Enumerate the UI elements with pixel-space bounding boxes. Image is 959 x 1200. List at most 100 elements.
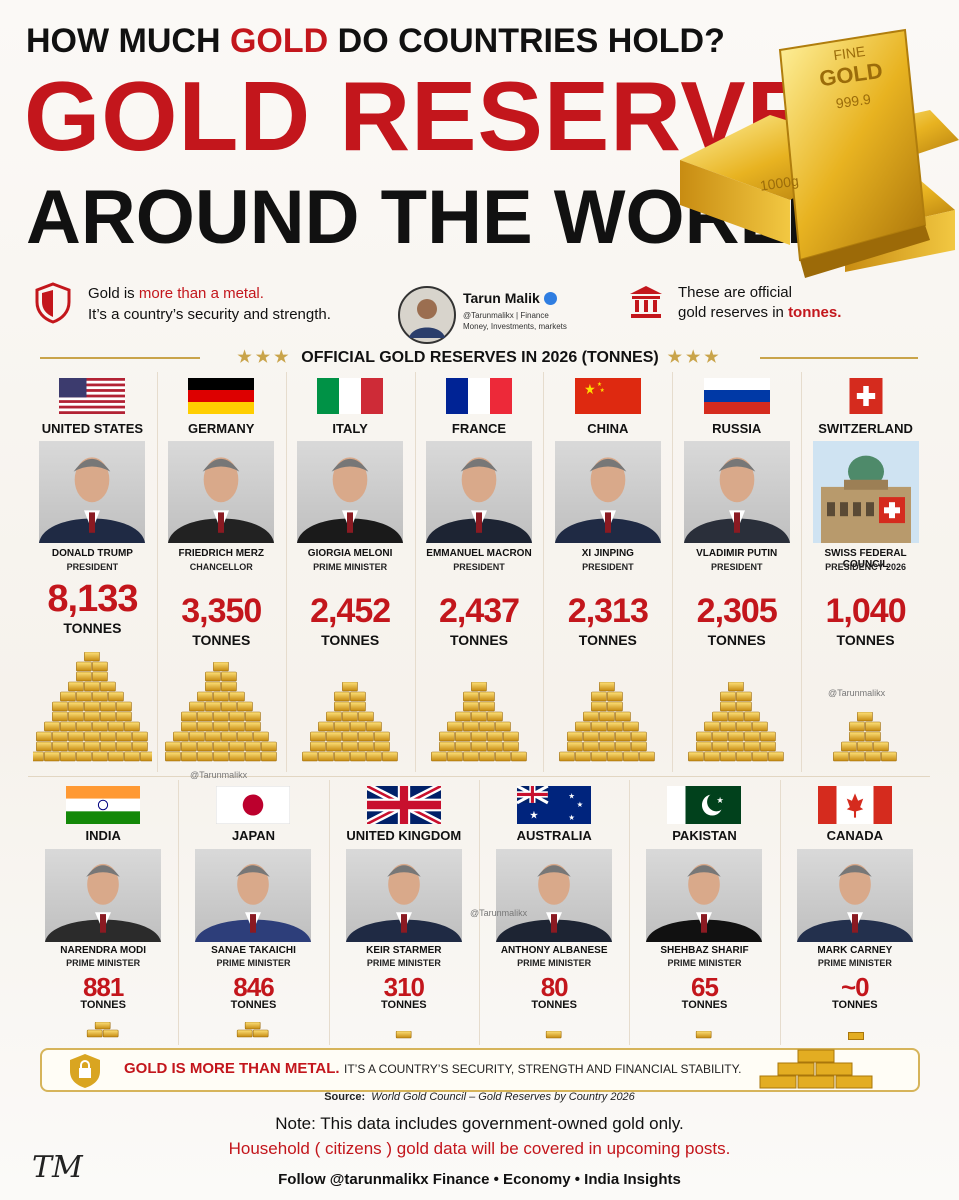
- leader-name: MARK CARNEY: [817, 945, 893, 956]
- leader-name: SWISS FEDERAL COUNCIL: [824, 548, 907, 570]
- country-card: ITALY GIORGIA MELONI PRIME MINISTER 2,452 TO…: [286, 372, 416, 772]
- bar-fine: FINE: [832, 43, 866, 63]
- bank-icon: [630, 286, 662, 318]
- reserve-value: 8,133: [47, 578, 138, 620]
- reserve-unit: TONNES: [681, 999, 728, 1011]
- info-right-text: These are official: [678, 284, 792, 301]
- gold-pyramid: [183, 1021, 323, 1047]
- reserve-value: 2,452: [310, 592, 391, 630]
- section-title: OFFICIAL GOLD RESERVES IN 2026 (TONNES): [301, 349, 659, 366]
- author-name: Tarun Malik: [463, 290, 557, 306]
- country-card: ★ PAKISTAN SHEHBAZ SHARIF PRIME MINISTER 65 T…: [629, 780, 781, 1045]
- leader-photo: [39, 441, 146, 543]
- leader-photo: [45, 849, 162, 942]
- svg-text:★: ★: [584, 381, 595, 397]
- reserve-value: 2,313: [567, 592, 649, 630]
- flag: [317, 378, 384, 414]
- reserve-unit: TONNES: [381, 999, 427, 1011]
- country-name: GERMANY: [188, 421, 255, 436]
- country-name: SWITZERLAND: [818, 421, 913, 436]
- leader-photo: [554, 441, 661, 543]
- country-name: JAPAN: [231, 828, 276, 843]
- gold-pyramid: [162, 661, 281, 771]
- leader-photo: [796, 849, 913, 942]
- shield-icon: [35, 282, 71, 324]
- country-name: AUSTRALIA: [516, 828, 592, 843]
- svg-text:★: ★: [569, 792, 575, 801]
- flag: [817, 786, 892, 824]
- svg-text:★: ★: [597, 381, 602, 388]
- gold-pyramid: [806, 711, 925, 771]
- watermark: @Tarunmalikx: [470, 908, 528, 918]
- reserve-unit: TONNES: [836, 632, 895, 648]
- gold-bars-art: FINE GOLD 999.9 1000g: [680, 28, 959, 278]
- info-right-text2: gold reserves in: [678, 304, 784, 321]
- reserve-value: 310: [383, 972, 425, 1002]
- verified-badge: [543, 292, 557, 305]
- leader-role: CHANCELLOR: [189, 562, 253, 572]
- reserve-value: ~0: [840, 972, 870, 1002]
- reserve-unit: TONNES: [192, 632, 251, 648]
- country-card: ★ ★ ★ ★ AUSTRALIA ANTHONY ALBANESE PRIME MINIS…: [479, 780, 631, 1045]
- gold-bar-small: [847, 1032, 864, 1040]
- leader-role: PRIME MINISTER: [517, 958, 592, 968]
- stars: ★★★: [667, 349, 723, 366]
- bar-weight: 1000g: [759, 172, 800, 193]
- signature: TM: [32, 1150, 83, 1185]
- info-left-highlight: more than a metal.: [138, 285, 264, 302]
- reserve-unit: TONNES: [321, 632, 380, 648]
- country-card: SWITZERLAND SWISS FEDERAL COUNCIL PRESIDEN…: [801, 372, 930, 772]
- section-title-row: ★★★ OFFICIAL GOLD RESERVES IN 2026 (TONN…: [200, 347, 760, 367]
- reserve-unit: TONNES: [531, 999, 577, 1011]
- leader-photo: [168, 441, 275, 543]
- reserve-value: 80: [540, 972, 569, 1002]
- reserve-value: 65: [691, 972, 719, 1002]
- source: Source: World Gold Council – Gold Reserv…: [0, 1091, 959, 1103]
- gold-pyramid: [33, 1021, 173, 1047]
- country-name: PAKISTAN: [672, 828, 737, 843]
- country-name: UNITED STATES: [41, 421, 144, 436]
- leader-role: PRESIDENT: [710, 562, 763, 572]
- svg-text:★: ★: [577, 800, 583, 809]
- lock-shield-icon: [70, 1054, 100, 1088]
- svg-text:★: ★: [717, 795, 724, 805]
- question-post: DO COUNTRIES HOLD?: [337, 22, 725, 60]
- gold-pyramid: [548, 681, 667, 771]
- leader-role: PRIME MINISTER: [366, 958, 441, 968]
- info-right-highlight: tonnes.: [788, 304, 842, 321]
- gold-pyramid: [334, 1030, 474, 1048]
- leader-photo: [345, 849, 462, 942]
- country-name: FRANCE: [451, 421, 507, 436]
- svg-text:★: ★: [529, 811, 538, 822]
- source-label: Source:: [324, 1091, 366, 1103]
- gold-pyramid: [420, 681, 539, 771]
- divider: [760, 357, 918, 359]
- note-line2: Household ( citizens ) gold data will be…: [228, 1139, 731, 1158]
- country-card: ★ ★ ★ CHINA XI JINPING PRESIDENT 2,313 TONNES: [543, 372, 674, 772]
- reserve-unit: TONNES: [449, 632, 509, 648]
- leader-name: KEIR STARMER: [366, 945, 442, 956]
- stars: ★★★: [237, 349, 293, 366]
- leader-role: PRIME MINISTER: [313, 562, 388, 572]
- leader-name: SANAE TAKAICHI: [211, 945, 296, 956]
- banner-bold: GOLD IS MORE THAN METAL.: [124, 1060, 340, 1077]
- leader-role: PRIME MINISTER: [66, 958, 141, 968]
- leader-photo: [195, 849, 312, 942]
- svg-text:★: ★: [600, 387, 605, 394]
- question: HOW MUCH GOLD DO COUNTRIES HOLD?: [26, 22, 725, 61]
- leader-name: VLADIMIR PUTIN: [696, 548, 778, 559]
- reserve-value: 1,040: [825, 592, 907, 630]
- flag: [188, 378, 255, 414]
- leader-name: DONALD TRUMP: [51, 548, 133, 559]
- reserve-value: 2,437: [438, 592, 520, 630]
- gold-stack: [759, 1049, 873, 1089]
- leader-role: PRESIDENT: [66, 562, 119, 572]
- gold-pyramid: [677, 681, 796, 771]
- author-name-text: Tarun Malik: [463, 290, 540, 306]
- info-left-text2: It’s a country’s security and strength.: [88, 306, 331, 323]
- author-tagline: Money, Investments, markets: [463, 322, 567, 331]
- flag: ★ ★ ★ ★: [516, 784, 592, 824]
- reserve-value: 2,305: [696, 592, 778, 630]
- author-handle: @Tarunmalikx | Finance: [463, 311, 549, 320]
- leader-name: NARENDRA MODI: [60, 945, 147, 956]
